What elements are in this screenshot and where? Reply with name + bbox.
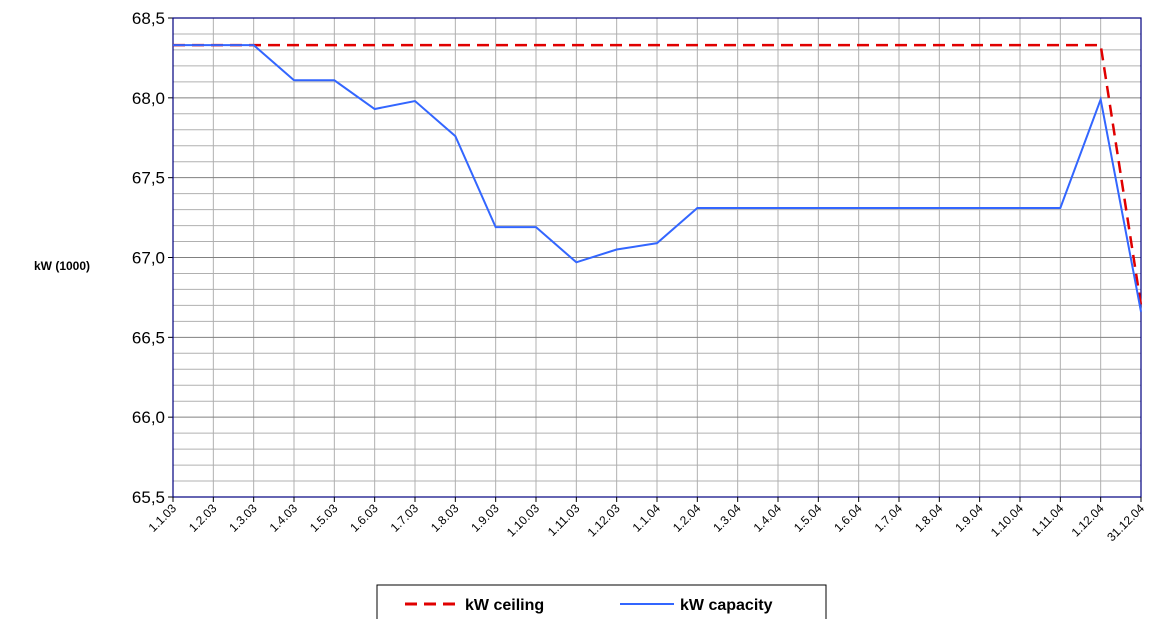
x-tick-label: 1.11.04: [1029, 501, 1067, 539]
y-tick-label: 67,5: [132, 169, 165, 188]
x-tick-label: 1.9.03: [468, 501, 502, 535]
x-tick-label: 1.8.03: [428, 501, 462, 535]
legend-label: kW capacity: [680, 597, 773, 614]
x-tick-label: 1.10.04: [988, 501, 1026, 539]
x-tick-label: 1.2.04: [670, 501, 704, 535]
y-tick-label: 68,0: [132, 89, 165, 108]
x-tick-label: 1.12.04: [1069, 501, 1107, 539]
x-tick-label: 1.12.03: [585, 501, 623, 539]
x-tick-label: 1.7.03: [388, 501, 422, 535]
series-line: [173, 43, 1143, 306]
x-tick-label: 1.4.04: [751, 501, 785, 535]
x-tick-label: 1.2.03: [186, 501, 220, 535]
y-axis-label: kW (1000): [34, 259, 90, 273]
x-tick-label: 1.10.03: [504, 501, 542, 539]
x-tick-label: 1.6.04: [831, 501, 865, 535]
x-tick-label: 1.5.04: [791, 501, 825, 535]
x-tick-label: 1.3.03: [226, 501, 260, 535]
x-tick-label: 1.5.03: [307, 501, 341, 535]
legend-box: [376, 584, 827, 619]
legend-label: kW ceiling: [465, 597, 544, 614]
x-tick-label: 1.8.04: [912, 501, 946, 535]
x-tick-label: 1.1.04: [630, 501, 664, 535]
x-tick-label: 1.7.04: [872, 501, 906, 535]
x-tick-label: 1.4.03: [267, 501, 301, 535]
y-tick-label: 68,5: [132, 9, 165, 28]
y-tick-label: 65,5: [132, 488, 165, 507]
series-line: [173, 44, 1142, 312]
y-tick-label: 66,5: [132, 328, 165, 347]
y-tick-label: 66,0: [132, 408, 165, 427]
y-tick-label: 67,0: [132, 249, 165, 268]
x-tick-label: 1.3.04: [710, 501, 744, 535]
x-tick-label: 1.6.03: [347, 501, 381, 535]
x-tick-label: 31.12.04: [1104, 501, 1147, 544]
x-tick-label: 1.11.03: [545, 501, 583, 539]
x-tick-label: 1.9.04: [952, 501, 986, 535]
